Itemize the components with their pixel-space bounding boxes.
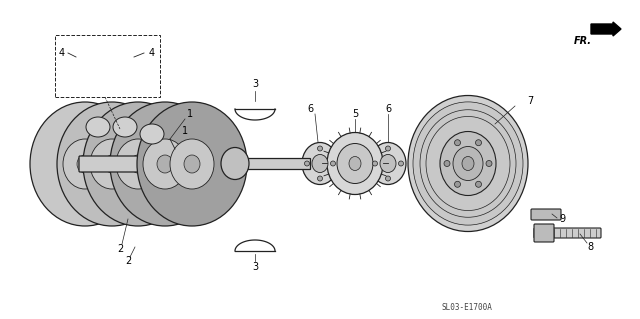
Circle shape [305,161,310,166]
Text: 6: 6 [307,104,313,114]
Text: 1: 1 [187,109,193,119]
Text: 1: 1 [182,126,188,136]
Circle shape [476,140,481,146]
Ellipse shape [104,155,120,173]
Text: 9: 9 [559,214,565,224]
Ellipse shape [453,146,483,181]
Ellipse shape [462,157,474,170]
Circle shape [476,181,481,187]
Ellipse shape [440,131,496,196]
Ellipse shape [130,155,146,173]
Circle shape [372,161,378,166]
Ellipse shape [30,102,140,226]
Ellipse shape [157,155,173,173]
Circle shape [317,146,323,151]
Circle shape [330,161,335,166]
Ellipse shape [312,154,328,173]
Ellipse shape [420,110,516,217]
Circle shape [399,161,403,166]
Ellipse shape [63,139,107,189]
Ellipse shape [83,102,193,226]
Circle shape [317,176,323,181]
Text: 6: 6 [385,104,391,114]
Ellipse shape [116,139,160,189]
Text: 3: 3 [252,79,258,89]
Ellipse shape [143,139,187,189]
Text: 4: 4 [149,48,155,58]
Circle shape [385,176,390,181]
Ellipse shape [337,144,373,183]
Ellipse shape [86,117,110,137]
Ellipse shape [110,102,220,226]
Ellipse shape [57,102,167,226]
FancyBboxPatch shape [534,224,554,242]
Ellipse shape [137,102,247,226]
FancyBboxPatch shape [55,35,160,97]
Ellipse shape [408,95,528,232]
Circle shape [454,140,461,146]
Ellipse shape [140,124,164,144]
Ellipse shape [380,154,396,173]
Ellipse shape [426,116,510,211]
Circle shape [444,160,450,167]
Text: 5: 5 [352,109,358,119]
Text: 4: 4 [59,48,65,58]
Ellipse shape [302,143,338,184]
Ellipse shape [90,139,134,189]
Ellipse shape [170,139,214,189]
Ellipse shape [184,155,200,173]
Ellipse shape [349,157,361,170]
Text: 3: 3 [252,262,258,272]
Text: 2: 2 [125,256,131,266]
FancyBboxPatch shape [534,228,601,238]
Ellipse shape [113,117,137,137]
Circle shape [454,181,461,187]
Text: 8: 8 [587,242,593,252]
Circle shape [486,160,492,167]
Ellipse shape [327,132,383,195]
Ellipse shape [370,143,406,184]
FancyBboxPatch shape [234,159,310,169]
Text: 7: 7 [527,96,533,106]
FancyBboxPatch shape [531,209,561,220]
FancyBboxPatch shape [79,156,241,172]
Ellipse shape [77,155,93,173]
FancyArrow shape [591,22,621,36]
Ellipse shape [221,147,249,180]
Text: SL03-E1700A: SL03-E1700A [442,302,493,311]
Text: FR.: FR. [574,36,592,46]
Ellipse shape [413,102,523,225]
Circle shape [385,146,390,151]
Text: 2: 2 [117,244,123,254]
